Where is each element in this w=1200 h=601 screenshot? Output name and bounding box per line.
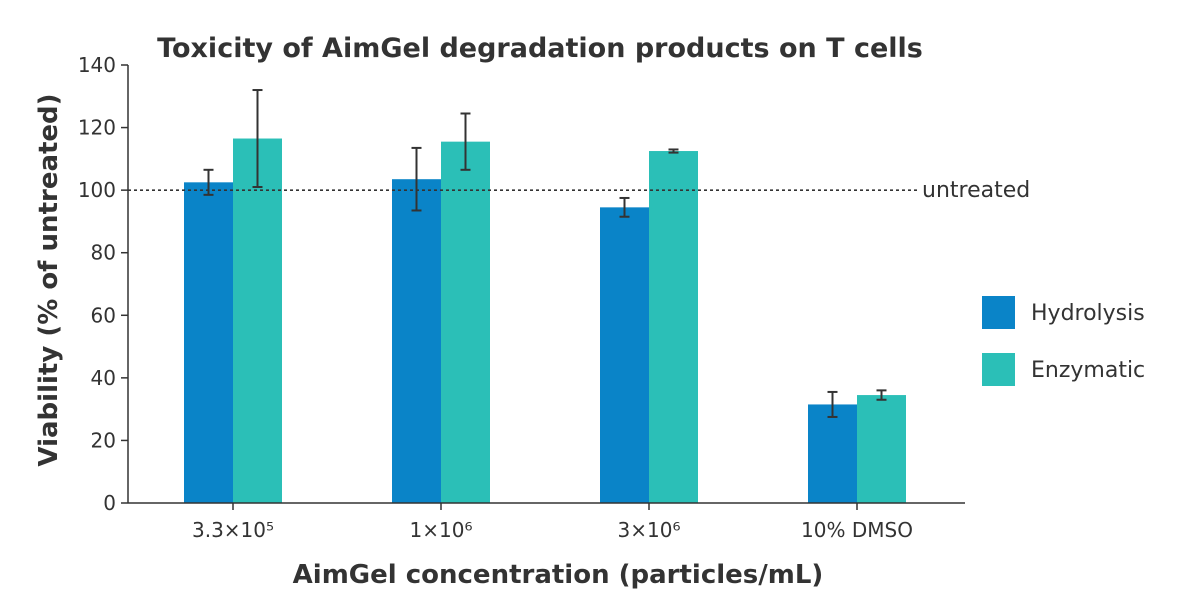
y-tick-label: 80 bbox=[91, 241, 116, 265]
bar-enzymatic-3 bbox=[857, 395, 906, 503]
y-tick-label: 60 bbox=[91, 303, 116, 327]
legend-item-hydrolysis: Hydrolysis bbox=[982, 296, 1145, 329]
y-tick-label: 140 bbox=[78, 53, 116, 77]
legend: Hydrolysis Enzymatic bbox=[982, 296, 1145, 386]
error-bar-hydrolysis-1 bbox=[411, 146, 422, 212]
bar-enzymatic-2 bbox=[649, 151, 698, 504]
x-tick-label: 3.3×10⁵ bbox=[192, 518, 274, 542]
error-bar-hydrolysis-3 bbox=[827, 390, 838, 418]
bar-hydrolysis-1 bbox=[392, 179, 441, 503]
y-tick-label: 0 bbox=[103, 491, 116, 515]
error-bar-hydrolysis-0 bbox=[203, 168, 214, 196]
x-tick-label: 1×10⁶ bbox=[410, 518, 473, 542]
x-axis-title: AimGel concentration (particles/mL) bbox=[293, 560, 824, 590]
bar-hydrolysis-0 bbox=[184, 182, 233, 504]
bar-hydrolysis-3 bbox=[808, 404, 857, 503]
error-bar-enzymatic-0 bbox=[252, 89, 263, 189]
plot-area: untreated 0 20 40 60 80 100 120 140 3.3×10⁵ 1×10⁶ 3… bbox=[78, 53, 1030, 542]
error-bar-enzymatic-1 bbox=[460, 112, 471, 171]
y-tick-label: 100 bbox=[78, 178, 116, 202]
legend-label: Enzymatic bbox=[1031, 358, 1145, 383]
bar-enzymatic-1 bbox=[441, 141, 490, 503]
y-tick-label: 40 bbox=[91, 366, 116, 390]
error-bar-enzymatic-2 bbox=[668, 148, 679, 154]
legend-swatch bbox=[982, 296, 1015, 329]
y-tick-label: 20 bbox=[91, 428, 116, 452]
legend-item-enzymatic: Enzymatic bbox=[982, 353, 1145, 386]
legend-swatch bbox=[982, 353, 1015, 386]
legend-label: Hydrolysis bbox=[1031, 301, 1145, 326]
bar-enzymatic-0 bbox=[233, 138, 282, 503]
reference-line-label: untreated bbox=[922, 178, 1030, 203]
y-tick-label: 120 bbox=[78, 116, 116, 140]
error-bar-enzymatic-3 bbox=[876, 389, 887, 401]
chart-title: Toxicity of AimGel degradation products … bbox=[157, 33, 923, 64]
x-tick-label: 3×10⁶ bbox=[618, 518, 681, 542]
y-axis-title: Viability (% of untreated) bbox=[34, 93, 64, 466]
error-bar-hydrolysis-2 bbox=[619, 196, 630, 218]
bar-hydrolysis-2 bbox=[600, 207, 649, 503]
x-tick-label: 10% DMSO bbox=[801, 518, 913, 542]
